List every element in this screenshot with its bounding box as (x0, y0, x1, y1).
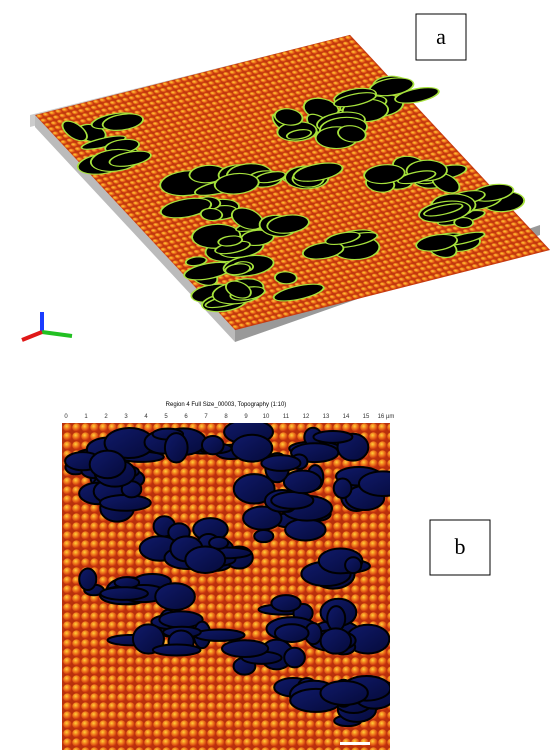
void (334, 479, 352, 499)
x-tick-label: 11 (283, 414, 290, 420)
void (202, 436, 224, 454)
page: a Region 4 Full Size_00003, Topography (… (0, 0, 558, 753)
x-tick-label: 0 (64, 414, 68, 420)
surface-3d (24, 27, 558, 333)
x-axis: 012345678910111213141516 µm (64, 414, 394, 420)
x-tick-label: 10 (263, 414, 270, 420)
image-title: Region 4 Full Size_00003, Topography (1:… (166, 402, 287, 408)
x-tick-label: 15 (363, 414, 370, 420)
void (285, 519, 325, 541)
x-tick-label: 8 (224, 414, 228, 420)
x-tick-label: 12 (303, 414, 310, 420)
void (271, 595, 300, 611)
panel-label: a (436, 24, 446, 49)
x-tick-label: 4 (144, 414, 148, 420)
void (284, 471, 321, 494)
void (359, 471, 407, 496)
void (271, 492, 313, 509)
void (79, 568, 96, 590)
void (153, 644, 201, 655)
x-tick-label: 5 (164, 414, 168, 420)
void (313, 431, 352, 443)
panel-label: b (455, 534, 466, 559)
figure: a Region 4 Full Size_00003, Topography (… (0, 0, 558, 753)
topography-image (62, 420, 407, 750)
void (321, 628, 351, 653)
x-tick-label: 1 (84, 414, 88, 420)
void (261, 455, 300, 471)
scale-bar (340, 742, 370, 745)
void (254, 530, 273, 542)
x-tick-label: 7 (204, 414, 208, 420)
x-tick-label: 13 (323, 414, 330, 420)
void (100, 587, 147, 600)
axis-triad (22, 312, 72, 340)
void (165, 433, 188, 462)
void (100, 495, 151, 511)
void-region (334, 467, 407, 511)
void (155, 583, 195, 610)
x-tick-label: 9 (244, 414, 248, 420)
x-tick-label: 16 µm (378, 414, 395, 420)
void (320, 681, 367, 705)
void (185, 547, 225, 573)
void (90, 451, 126, 479)
void (194, 629, 244, 640)
x-tick-label: 3 (124, 414, 128, 420)
x-tick-label: 14 (343, 414, 350, 420)
void (222, 640, 268, 657)
x-tick-label: 6 (184, 414, 188, 420)
void (275, 624, 309, 642)
void (284, 648, 305, 668)
void (345, 557, 361, 573)
x-tick-label: 2 (104, 414, 108, 420)
